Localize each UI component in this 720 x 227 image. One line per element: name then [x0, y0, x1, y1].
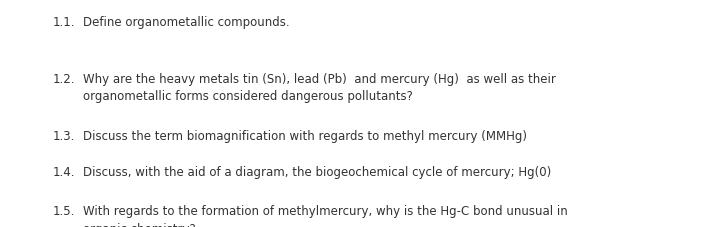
Text: 1.2.: 1.2.: [53, 73, 75, 86]
Text: 1.5.: 1.5.: [53, 204, 75, 217]
Text: Discuss the term biomagnification with regards to methyl mercury (MMHg): Discuss the term biomagnification with r…: [83, 129, 527, 142]
Text: 1.1.: 1.1.: [53, 16, 75, 29]
Text: 1.4.: 1.4.: [53, 166, 75, 179]
Text: With regards to the formation of methylmercury, why is the Hg-C bond unusual in
: With regards to the formation of methylm…: [83, 204, 567, 227]
Text: Discuss, with the aid of a diagram, the biogeochemical cycle of mercury; Hg(0): Discuss, with the aid of a diagram, the …: [83, 166, 551, 179]
Text: Why are the heavy metals tin (Sn), lead (Pb)  and mercury (Hg)  as well as their: Why are the heavy metals tin (Sn), lead …: [83, 73, 556, 103]
Text: 1.3.: 1.3.: [53, 129, 75, 142]
Text: Define organometallic compounds.: Define organometallic compounds.: [83, 16, 289, 29]
